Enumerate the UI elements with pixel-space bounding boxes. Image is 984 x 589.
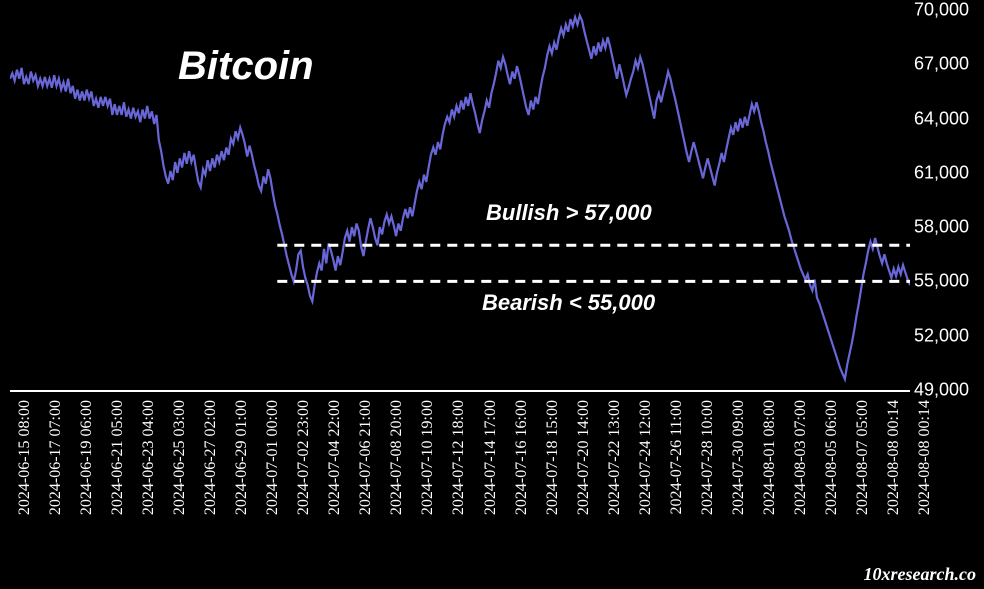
- x-tick-label: 2024-08-08 00:14: [916, 400, 934, 515]
- y-tick-label: 58,000: [914, 217, 969, 238]
- x-tick-label: 2024-08-07 05:00: [854, 400, 872, 515]
- x-tick-label: 2024-06-15 08:00: [16, 400, 34, 515]
- x-tick-label: 2024-08-01 08:00: [761, 400, 779, 515]
- bearish-annotation: Bearish < 55,000: [482, 290, 655, 316]
- x-tick-label: 2024-06-17 07:00: [47, 400, 65, 515]
- x-tick-label: 2024-07-04 22:00: [326, 400, 344, 515]
- x-tick-label: 2024-08-05 06:00: [823, 400, 841, 515]
- y-tick-label: 70,000: [914, 0, 969, 21]
- y-tick-label: 49,000: [914, 380, 969, 401]
- x-tick-label: 2024-07-16 16:00: [513, 400, 531, 515]
- x-tick-label: 2024-07-08 20:00: [388, 400, 406, 515]
- x-tick-label: 2024-08-03 07:00: [792, 400, 810, 515]
- x-tick-label: 2024-07-02 23:00: [295, 400, 313, 515]
- x-tick-label: 2024-07-14 17:00: [482, 400, 500, 515]
- x-tick-label: 2024-06-23 04:00: [140, 400, 158, 515]
- bullish-annotation: Bullish > 57,000: [486, 200, 652, 226]
- x-tick-label: 2024-07-12 18:00: [450, 400, 468, 515]
- y-tick-label: 52,000: [914, 325, 969, 346]
- x-tick-label: 2024-07-28 10:00: [699, 400, 717, 515]
- y-axis: 70,00067,00064,00061,00058,00055,00052,0…: [914, 10, 978, 390]
- x-tick-label: 2024-06-19 06:00: [78, 400, 96, 515]
- baseline-line: [10, 390, 910, 392]
- x-tick-label: 2024-07-24 12:00: [637, 400, 655, 515]
- price-chart: [10, 10, 910, 390]
- chart-title: Bitcoin: [178, 44, 314, 89]
- x-tick-label: 2024-06-21 05:00: [109, 400, 127, 515]
- watermark: 10xresearch.co: [864, 564, 976, 585]
- chart-svg: [10, 10, 910, 390]
- x-tick-label: 2024-07-18 15:00: [544, 400, 562, 515]
- x-tick-label: 2024-07-26 11:00: [668, 400, 686, 515]
- y-tick-label: 67,000: [914, 54, 969, 75]
- x-tick-label: 2024-07-06 21:00: [357, 400, 375, 515]
- y-tick-label: 55,000: [914, 271, 969, 292]
- x-tick-label: 2024-07-22 13:00: [606, 400, 624, 515]
- x-tick-label: 2024-07-10 19:00: [419, 400, 437, 515]
- x-tick-label: 2024-07-30 09:00: [730, 400, 748, 515]
- x-tick-label: 2024-06-25 03:00: [171, 400, 189, 515]
- x-tick-label: 2024-08-08 00:14: [885, 400, 903, 515]
- x-axis: 2024-06-15 08:00 2024-06-17 07:00 2024-06-…: [10, 400, 910, 570]
- y-tick-label: 61,000: [914, 162, 969, 183]
- x-tick-label: 2024-07-01 00:00: [264, 400, 282, 515]
- x-tick-label: 2024-06-29 01:00: [233, 400, 251, 515]
- y-tick-label: 64,000: [914, 108, 969, 129]
- x-tick-label: 2024-06-27 02:00: [202, 400, 220, 515]
- x-tick-label: 2024-07-20 14:00: [575, 400, 593, 515]
